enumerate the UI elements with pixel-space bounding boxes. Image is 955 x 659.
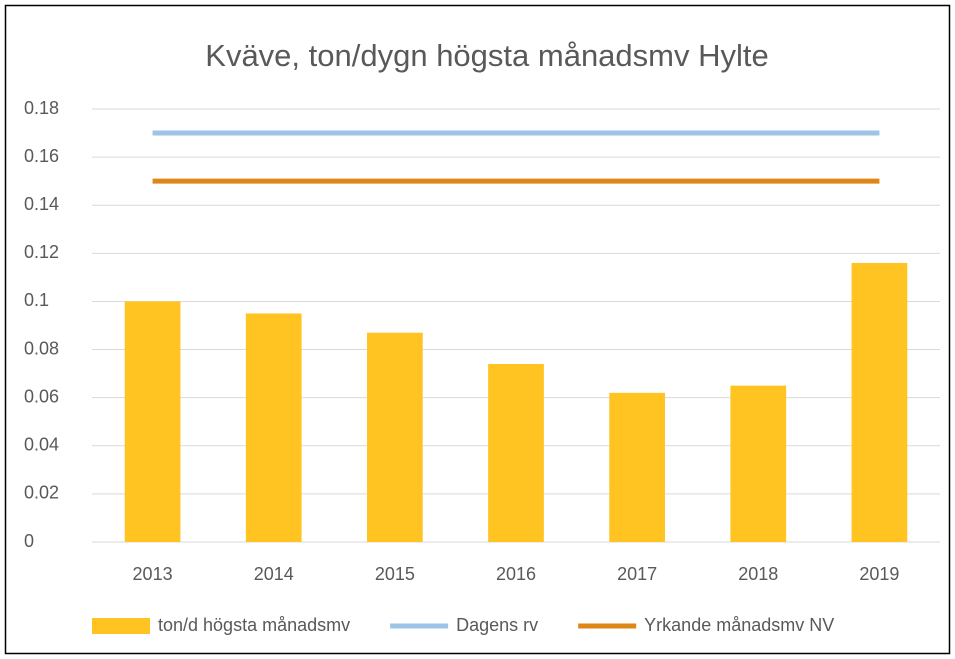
legend-swatch: [92, 618, 150, 634]
legend-label: Dagens rv: [456, 615, 538, 635]
x-tick-label: 2018: [738, 564, 778, 584]
y-tick-label: 0.14: [24, 194, 59, 214]
y-tick-label: 0: [24, 531, 34, 551]
y-tick-label: 0.02: [24, 483, 59, 503]
y-tick-label: 0.08: [24, 338, 59, 358]
bar: [366, 332, 423, 542]
bar: [488, 363, 544, 542]
bar: [851, 262, 908, 542]
x-tick-label: 2019: [859, 564, 899, 584]
bar: [245, 313, 302, 542]
bar: [609, 392, 666, 542]
x-tick-label: 2014: [254, 564, 294, 584]
y-tick-label: 0.04: [24, 435, 59, 455]
y-tick-label: 0.12: [24, 242, 59, 262]
y-tick-label: 0.16: [24, 146, 59, 166]
bar: [730, 385, 787, 542]
x-tick-label: 2017: [617, 564, 657, 584]
legend-label: ton/d högsta månadsmv: [158, 615, 350, 635]
x-tick-label: 2015: [375, 564, 415, 584]
y-tick-label: 0.18: [24, 98, 59, 118]
chart-title: Kväve, ton/dygn högsta månadsmv Hylte: [205, 38, 768, 73]
x-tick-label: 2016: [496, 564, 536, 584]
bar: [124, 301, 181, 542]
legend-label: Yrkande månadsmv NV: [644, 615, 834, 635]
y-tick-label: 0.1: [24, 290, 49, 310]
x-tick-label: 2013: [133, 564, 173, 584]
y-tick-label: 0.06: [24, 386, 59, 406]
